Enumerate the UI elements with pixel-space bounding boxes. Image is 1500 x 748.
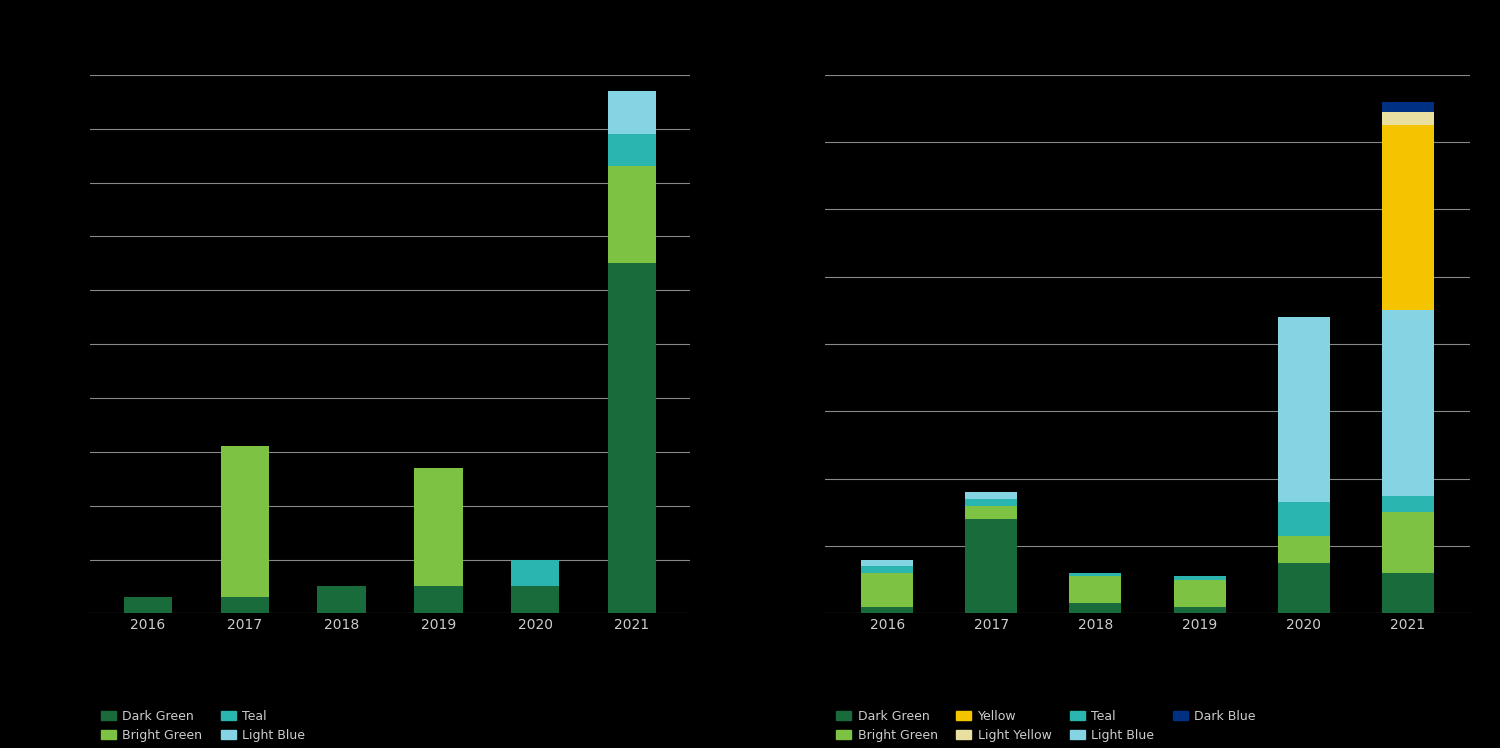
Bar	[1382, 126, 1434, 310]
Bar	[220, 597, 268, 613]
Bar	[318, 586, 366, 613]
Bar	[966, 506, 1017, 519]
Legend: Dark Green, Bright Green, Teal, Light Blue: Dark Green, Bright Green, Teal, Light Bl…	[96, 705, 310, 747]
Bar	[608, 134, 656, 166]
Bar	[608, 91, 656, 134]
Bar	[1382, 512, 1434, 573]
Legend: Dark Green, Bright Green, Yellow, Light Yellow, Teal, Light Blue, Dark Blue: Dark Green, Bright Green, Yellow, Light …	[831, 705, 1262, 747]
Bar	[1173, 580, 1225, 607]
Bar	[1278, 536, 1329, 563]
Bar	[124, 597, 172, 613]
Bar	[1278, 563, 1329, 613]
Bar	[966, 492, 1017, 499]
Bar	[966, 499, 1017, 506]
Bar	[861, 566, 913, 573]
Bar	[861, 573, 913, 607]
Bar	[1382, 573, 1434, 613]
Bar	[1382, 310, 1434, 496]
Bar	[861, 607, 913, 613]
Bar	[966, 519, 1017, 613]
Bar	[1173, 607, 1225, 613]
Bar	[414, 586, 462, 613]
Bar	[1278, 317, 1329, 503]
Bar	[512, 560, 560, 586]
Bar	[1070, 603, 1122, 613]
Bar	[414, 468, 462, 586]
Bar	[861, 560, 913, 566]
Bar	[512, 586, 560, 613]
Bar	[1173, 576, 1225, 580]
Bar	[1382, 102, 1434, 112]
Bar	[220, 447, 268, 597]
Bar	[1382, 112, 1434, 126]
Bar	[1278, 503, 1329, 536]
Bar	[608, 166, 656, 263]
Bar	[1382, 496, 1434, 512]
Bar	[1070, 576, 1122, 603]
Bar	[1070, 573, 1122, 576]
Bar	[608, 263, 656, 613]
